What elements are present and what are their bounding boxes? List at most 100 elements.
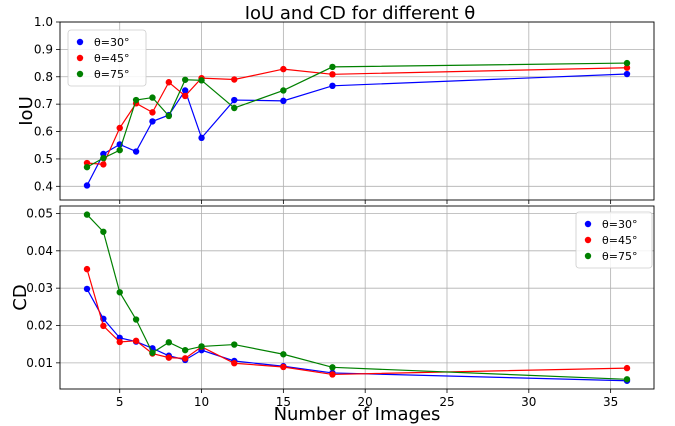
data-point [280,363,287,371]
legend-frame [575,211,653,269]
data-point [280,87,287,94]
data-point [165,339,173,346]
data-point [231,76,238,83]
data-point [329,71,336,78]
x-tick-label: 35 [603,395,618,409]
data-point [83,182,91,189]
legend-frame [67,29,147,87]
y-tick-label: 0.01 [26,356,53,370]
data-point [231,360,238,367]
data-point [165,354,173,361]
y-tick-label: 0.5 [34,152,53,166]
legend: θ=30° θ=45° θ=75° [67,29,147,87]
data-point [623,70,631,78]
data-point [280,351,287,358]
data-point [100,228,107,235]
data-point [329,63,336,71]
data-point [181,87,189,94]
data-point [623,64,631,71]
data-point [198,134,205,142]
data-point [181,92,189,100]
data-point [329,364,336,371]
data-point [329,371,336,378]
data-point [100,161,107,168]
data-point [165,112,173,120]
data-point [231,96,238,104]
y-tick-label: 1.0 [34,15,53,29]
data-point [83,163,91,171]
data-point [116,146,123,154]
legend-entry: θ=45° [94,52,129,65]
plot-frame [59,21,655,201]
data-point [132,148,140,155]
series-line [86,214,628,380]
data-point [116,338,123,346]
y-tick-label: 0.6 [34,125,53,139]
data-point [83,211,91,218]
x-tick-label: 25 [439,395,454,409]
legend-marker [76,54,84,62]
data-point [116,289,123,296]
legend-entry: θ=75° [602,250,637,263]
y-tick-label: 0.03 [26,281,53,295]
legend: θ=30° θ=45° θ=75° [575,211,653,269]
y-tick-label: 0.4 [34,179,53,193]
legend-entry: θ=30° [602,218,637,231]
data-point [198,77,205,84]
data-point [165,79,173,86]
data-point [149,109,156,116]
data-point [83,285,91,293]
series-2 [83,265,631,378]
data-point [116,124,123,132]
y-tick-label: 0.7 [34,97,53,111]
data-point [231,341,238,348]
chart-title: IoU and CD for different θ [245,3,476,24]
data-point [149,94,156,101]
data-point [100,322,107,330]
legend-entry: θ=75° [94,68,129,81]
y-tick-label: 0.05 [26,206,53,220]
plot-frame [59,205,655,390]
series-line [86,67,628,166]
series-1 [83,70,631,189]
data-point [149,118,156,125]
legend-marker [76,70,84,78]
data-point [231,104,238,112]
data-point [623,364,631,372]
y-tick-label: 0.8 [34,70,53,84]
data-point [329,82,336,90]
series-line [86,288,628,382]
legend-entry: θ=45° [602,234,637,247]
y-tick-label: 0.9 [34,42,53,56]
data-point [100,154,107,162]
y-axis-label: CD [10,284,31,310]
data-point [83,265,91,273]
y-tick-label: 0.02 [26,319,53,333]
series-line [86,73,628,186]
data-point [181,346,189,354]
series-3 [83,59,631,171]
data-point [132,316,140,323]
legend-marker [584,220,592,228]
x-tick-label: 15 [276,395,291,409]
cd-panel: 0.01 0.02 0.03 0.04 0.05 5 10 15 20 25 30 35 CD θ=30°… [10,205,655,409]
x-tick-label: 30 [521,395,536,409]
data-point [132,96,140,104]
x-axis-label: Number of Images [274,404,441,425]
x-tick-label: 10 [194,395,209,409]
data-point [623,376,631,383]
legend-marker [584,252,592,260]
y-axis-label: IoU [16,96,37,126]
data-point [280,97,287,105]
data-point [132,337,140,345]
data-point [181,76,189,83]
legend-marker [584,236,592,244]
grid [60,206,654,389]
data-point [198,343,205,350]
series-3 [83,211,631,383]
x-tick-label: 20 [358,395,373,409]
data-point [149,349,156,356]
data-point [623,59,631,67]
data-point [181,355,189,362]
